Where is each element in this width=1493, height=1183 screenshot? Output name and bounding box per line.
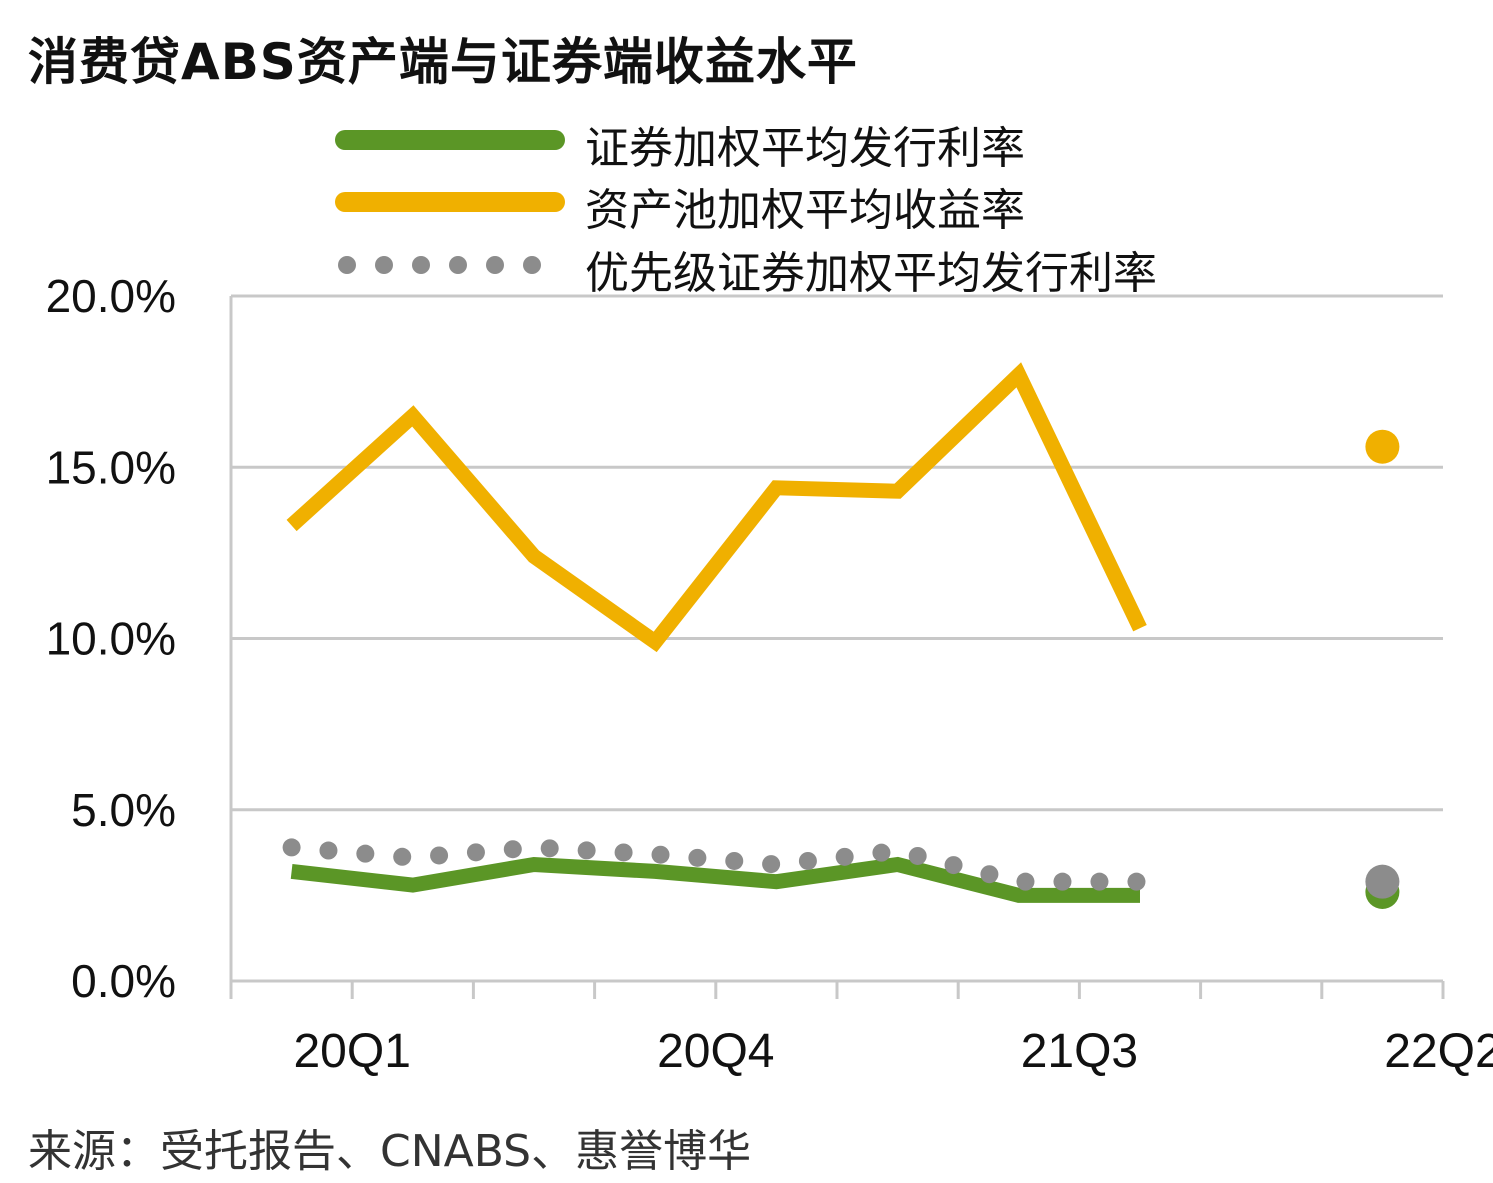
gridlines [231, 294, 1443, 812]
series-point-22q2 [1365, 864, 1400, 899]
axes [229, 296, 1445, 999]
series-dot [393, 847, 412, 866]
y-tick-label: 0.0% [71, 955, 176, 1007]
series-layer [282, 362, 1400, 909]
x-tick-label: 21Q3 [1021, 1025, 1138, 1078]
series-dot [725, 851, 744, 870]
source-note: 来源：受托报告、CNABS、惠誉博华 [28, 1126, 752, 1177]
series-dot [980, 865, 999, 884]
series-dot [835, 847, 854, 866]
series-dot [762, 855, 781, 874]
legend-item-pool-yield: 资产池加权平均收益率 [335, 172, 1335, 236]
legend-swatch-securities-rate [335, 130, 565, 150]
series-line [290, 856, 1140, 903]
y-tick-label: 5.0% [71, 784, 176, 836]
y-tick-label: 10.0% [46, 613, 176, 665]
series-dot [688, 848, 707, 867]
legend-label-pool-yield: 资产池加权平均收益率 [585, 185, 1025, 236]
series-dot [944, 856, 963, 875]
series-dot [503, 840, 522, 859]
series-dot [466, 843, 485, 862]
series-line [286, 362, 1147, 653]
x-tick-label: 22Q2 [1384, 1025, 1493, 1078]
series-dot [614, 843, 633, 862]
series-dot [1016, 872, 1035, 891]
legend-label-senior-rate: 优先级证券加权平均发行利率 [585, 248, 1157, 299]
series-dot [319, 841, 338, 860]
y-tick-label: 15.0% [46, 441, 176, 493]
y-tick-label: 20.0% [46, 270, 176, 322]
series-dot [1127, 872, 1146, 891]
series-dot [1053, 872, 1072, 891]
legend-swatch-senior-rate [338, 256, 541, 274]
legend-item-securities-rate: 证券加权平均发行利率 [335, 110, 1335, 174]
y-axis-tick-labels: 0.0% 5.0% 10.0% 15.0% 20.0% [46, 270, 176, 1007]
series-dot [577, 841, 596, 860]
x-tick-label: 20Q4 [657, 1025, 774, 1078]
series-dot [872, 843, 891, 862]
series-dot [908, 846, 927, 865]
series-dot [540, 839, 559, 858]
legend-item-senior-rate: 优先级证券加权平均发行利率 [335, 235, 1335, 299]
series-dot [651, 845, 670, 864]
legend-swatch-pool-yield [335, 192, 565, 212]
series-dot [282, 838, 301, 857]
series-dot [430, 846, 449, 865]
series-point-22q2 [1365, 429, 1400, 464]
x-tick-label: 20Q1 [293, 1025, 410, 1078]
series-dot [1090, 872, 1109, 891]
legend-label-securities-rate: 证券加权平均发行利率 [585, 123, 1025, 174]
x-axis-tick-labels: 20Q1 20Q4 21Q3 22Q2 [293, 1025, 1493, 1078]
chart-title: 消费贷ABS资产端与证券端收益水平 [28, 33, 858, 91]
series-dot [356, 844, 375, 863]
series-dot [798, 851, 817, 870]
